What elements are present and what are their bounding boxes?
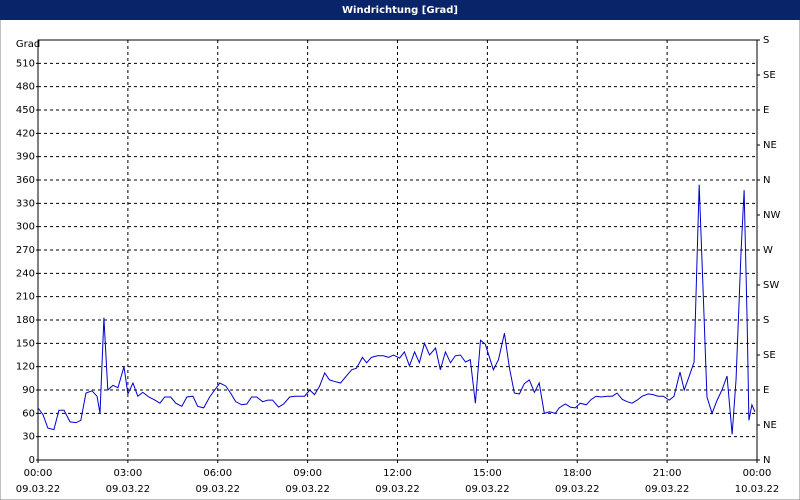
- plot: 0 30 60 90 120 150 180 210 240 270 300 330 360 390 420…: [16, 35, 781, 495]
- y2-tick-label: N: [763, 455, 770, 466]
- y-axis-label: Grad: [16, 39, 40, 50]
- x-tick-label: 18:00: [563, 468, 592, 479]
- y2-tick-label: N: [763, 175, 770, 186]
- y2-tick-label: W: [763, 245, 773, 256]
- y-tick-label: 420: [16, 128, 35, 139]
- x-tick-label: 12:00: [383, 468, 412, 479]
- x-tick-date: 10.03.22: [735, 484, 780, 495]
- y-tick-label: 240: [16, 268, 35, 279]
- x-tick-date: 09.03.22: [375, 484, 420, 495]
- y2-tick-label: S: [763, 35, 769, 46]
- data-line: [37, 184, 756, 435]
- y2-tick-label: E: [763, 105, 769, 116]
- y-tick-label: 120: [16, 362, 35, 373]
- y2-tick-label: NE: [763, 140, 777, 151]
- title-bar: [0, 0, 800, 20]
- y-tick-label: 210: [16, 292, 35, 303]
- x-tick-label: 06:00: [203, 468, 232, 479]
- y-tick-label: 510: [16, 58, 35, 69]
- y-tick-label: 60: [22, 408, 35, 419]
- y-tick-label: 390: [16, 152, 35, 163]
- y-tick-label: 150: [16, 338, 35, 349]
- y-tick-label: 180: [16, 315, 35, 326]
- x-tick-label: 03:00: [113, 468, 142, 479]
- y-tick-label: 30: [22, 432, 35, 443]
- y2-tick-label: S: [763, 315, 769, 326]
- x-tick-label: 00:00: [24, 468, 53, 479]
- x-tick-date: 09.03.22: [465, 484, 510, 495]
- x-tick-date: 09.03.22: [195, 484, 240, 495]
- y-tick-label: 360: [16, 175, 35, 186]
- y-tick-label: 480: [16, 82, 35, 93]
- y2-tick-label: E: [763, 385, 769, 396]
- y-tick-label: 300: [16, 222, 35, 233]
- y-tick-label: 270: [16, 245, 35, 256]
- chart-title: Windrichtung [Grad]: [342, 5, 458, 16]
- y2-tick-label: SE: [763, 350, 776, 361]
- x-tick-date: 09.03.22: [645, 484, 690, 495]
- x-tick-label: 15:00: [473, 468, 502, 479]
- plot-frame: [37, 39, 758, 461]
- y2-tick-label: NE: [763, 420, 777, 431]
- x-tick-date: 09.03.22: [555, 484, 600, 495]
- y-tick-label: 330: [16, 198, 35, 209]
- y-tick-label: 90: [22, 385, 35, 396]
- x-tick-label: 21:00: [653, 468, 682, 479]
- x-tick-date: 09.03.22: [16, 484, 61, 495]
- x-tick-label: 00:00: [743, 468, 772, 479]
- y-tick-label: 450: [16, 105, 35, 116]
- x-tick-date: 09.03.22: [285, 484, 330, 495]
- y-tick-label: 0: [29, 455, 35, 466]
- y2-tick-label: SE: [763, 70, 776, 81]
- x-tick-date: 09.03.22: [106, 484, 151, 495]
- y2-tick-label: NW: [763, 210, 780, 221]
- x-tick-label: 09:00: [293, 468, 322, 479]
- y2-tick-label: SW: [763, 280, 779, 291]
